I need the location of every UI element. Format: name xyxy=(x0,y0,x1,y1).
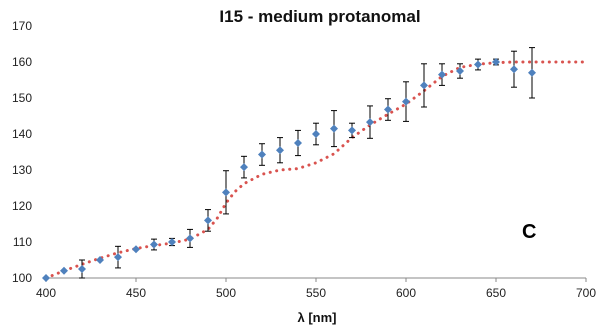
data-point xyxy=(312,130,320,138)
data-point xyxy=(348,126,356,135)
data-point xyxy=(276,146,284,155)
x-tick-label: 400 xyxy=(36,286,56,300)
y-tick-label: 160 xyxy=(12,55,32,69)
x-axis-label: λ [nm] xyxy=(298,310,337,325)
y-tick-label: 120 xyxy=(12,199,32,213)
data-point xyxy=(528,68,536,77)
data-point xyxy=(132,245,140,254)
chart-title: I15 - medium protanomal xyxy=(219,7,420,26)
data-point xyxy=(366,118,374,127)
y-axis-ticks: 100 110 120 130 140 150 160 170 xyxy=(12,19,32,285)
y-tick-label: 150 xyxy=(12,91,32,105)
x-tick-label: 600 xyxy=(396,286,416,300)
data-point xyxy=(114,253,122,262)
model-curve-line xyxy=(44,60,588,280)
data-point xyxy=(204,216,212,225)
data-points xyxy=(42,58,536,282)
data-point xyxy=(474,60,482,69)
data-point xyxy=(510,65,518,74)
data-point xyxy=(456,67,464,75)
data-point xyxy=(294,139,302,147)
x-tick-label: 450 xyxy=(126,286,146,300)
x-tick-label: 700 xyxy=(576,286,596,300)
data-point xyxy=(150,240,158,249)
x-tick-label: 500 xyxy=(216,286,236,300)
data-point xyxy=(384,105,392,114)
data-point xyxy=(240,163,248,172)
error-bars xyxy=(79,47,535,279)
x-axis-ticks: 400 450 500 550 600 650 700 xyxy=(36,278,596,300)
data-point xyxy=(330,124,338,133)
y-tick-label: 100 xyxy=(12,271,32,285)
data-point xyxy=(186,234,194,243)
x-tick-label: 650 xyxy=(486,286,506,300)
data-point xyxy=(96,256,104,264)
y-tick-label: 140 xyxy=(12,127,32,141)
y-tick-label: 130 xyxy=(12,163,32,177)
data-point xyxy=(492,58,500,66)
y-tick-label: 110 xyxy=(13,235,32,249)
data-point xyxy=(222,188,230,197)
data-point xyxy=(78,265,86,273)
data-point xyxy=(60,266,68,275)
data-point xyxy=(168,238,176,246)
data-point xyxy=(42,274,50,282)
model-curve xyxy=(44,60,588,280)
y-tick-label: 170 xyxy=(12,19,32,33)
data-point xyxy=(402,97,410,106)
data-point xyxy=(438,70,446,79)
data-point xyxy=(420,81,428,90)
x-tick-label: 550 xyxy=(306,286,326,300)
data-point xyxy=(258,150,266,159)
panel-label: C xyxy=(522,221,536,243)
